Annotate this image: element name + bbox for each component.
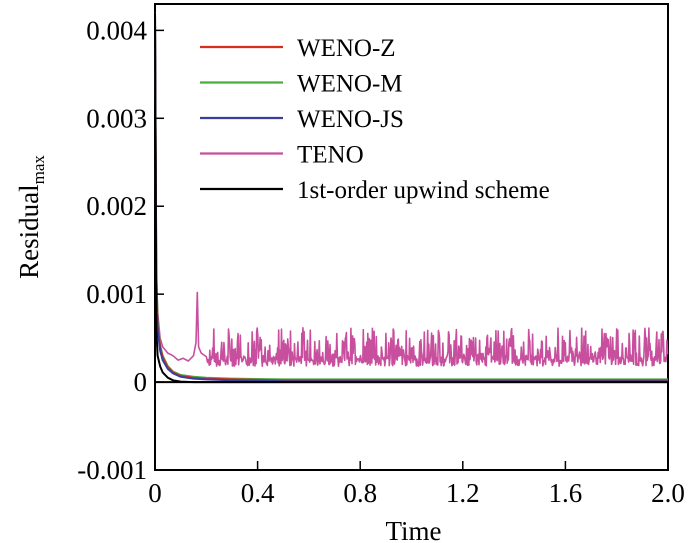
legend-label-weno-z: WENO-Z [297,35,396,62]
legend-label-1st-order-upwind-scheme: 1st-order upwind scheme [297,177,550,204]
legend: WENO-Z WENO-M WENO-JS TENO 1st-order upwind … [200,35,550,204]
legend-label-weno-js: WENO-JS [297,106,404,133]
legend-label-teno: TENO [297,142,364,169]
y-axis-title: Residualmax [14,155,48,279]
x-tick-label: 1.2 [446,478,480,508]
plot-area [154,3,669,471]
x-axis-title: Time [385,516,441,543]
y-axis: -0.001 0 0.001 0.002 0.003 0.004 [77,15,164,485]
y-tick-label: 0 [134,367,148,397]
x-tick-label: 0.8 [343,478,377,508]
x-tick-label: 1.6 [549,478,583,508]
y-tick-label: 0.002 [86,191,147,221]
y-tick-label: 0.003 [86,103,147,133]
series-line-teno [154,12,669,367]
x-tick-label: 2.0 [651,478,685,508]
legend-label-weno-m: WENO-M [297,71,403,98]
y-tick-label: 0.001 [86,279,147,309]
x-tick-label: 0.4 [241,478,275,508]
x-axis: 0 0.4 0.8 1.2 1.6 2.0 [148,461,685,508]
y-axis-title-main: Residual [14,184,44,279]
plot-frame [154,3,669,471]
y-tick-label: 0.004 [86,15,147,45]
y-tick-label: -0.001 [77,455,147,485]
y-axis-title-subscript: max [29,155,48,185]
x-tick-label: 0 [148,478,162,508]
